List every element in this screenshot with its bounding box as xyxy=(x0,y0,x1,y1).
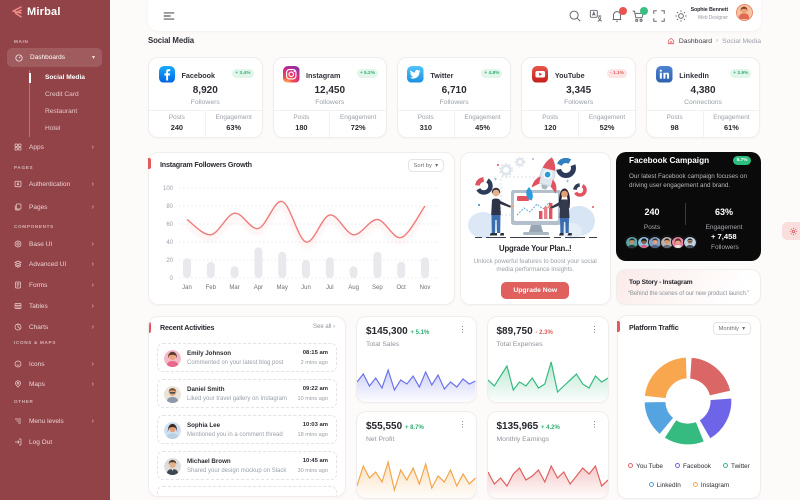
svg-text:Apr: Apr xyxy=(254,285,263,291)
svg-text:60: 60 xyxy=(166,222,173,228)
svg-text:Mar: Mar xyxy=(229,285,239,291)
svg-text:Nov: Nov xyxy=(420,285,431,291)
svg-text:40: 40 xyxy=(166,240,173,246)
svg-text:100: 100 xyxy=(163,186,174,192)
svg-text:May: May xyxy=(277,285,288,291)
svg-text:0: 0 xyxy=(170,276,174,282)
svg-text:Jul: Jul xyxy=(326,285,334,291)
svg-text:Jan: Jan xyxy=(182,285,192,291)
svg-text:Oct: Oct xyxy=(397,285,407,291)
svg-text:20: 20 xyxy=(166,258,173,264)
svg-text:Sep: Sep xyxy=(372,285,383,291)
svg-text:Aug: Aug xyxy=(348,285,359,291)
svg-text:Feb: Feb xyxy=(206,285,217,291)
svg-text:80: 80 xyxy=(166,204,173,210)
svg-text:Jun: Jun xyxy=(301,285,311,291)
